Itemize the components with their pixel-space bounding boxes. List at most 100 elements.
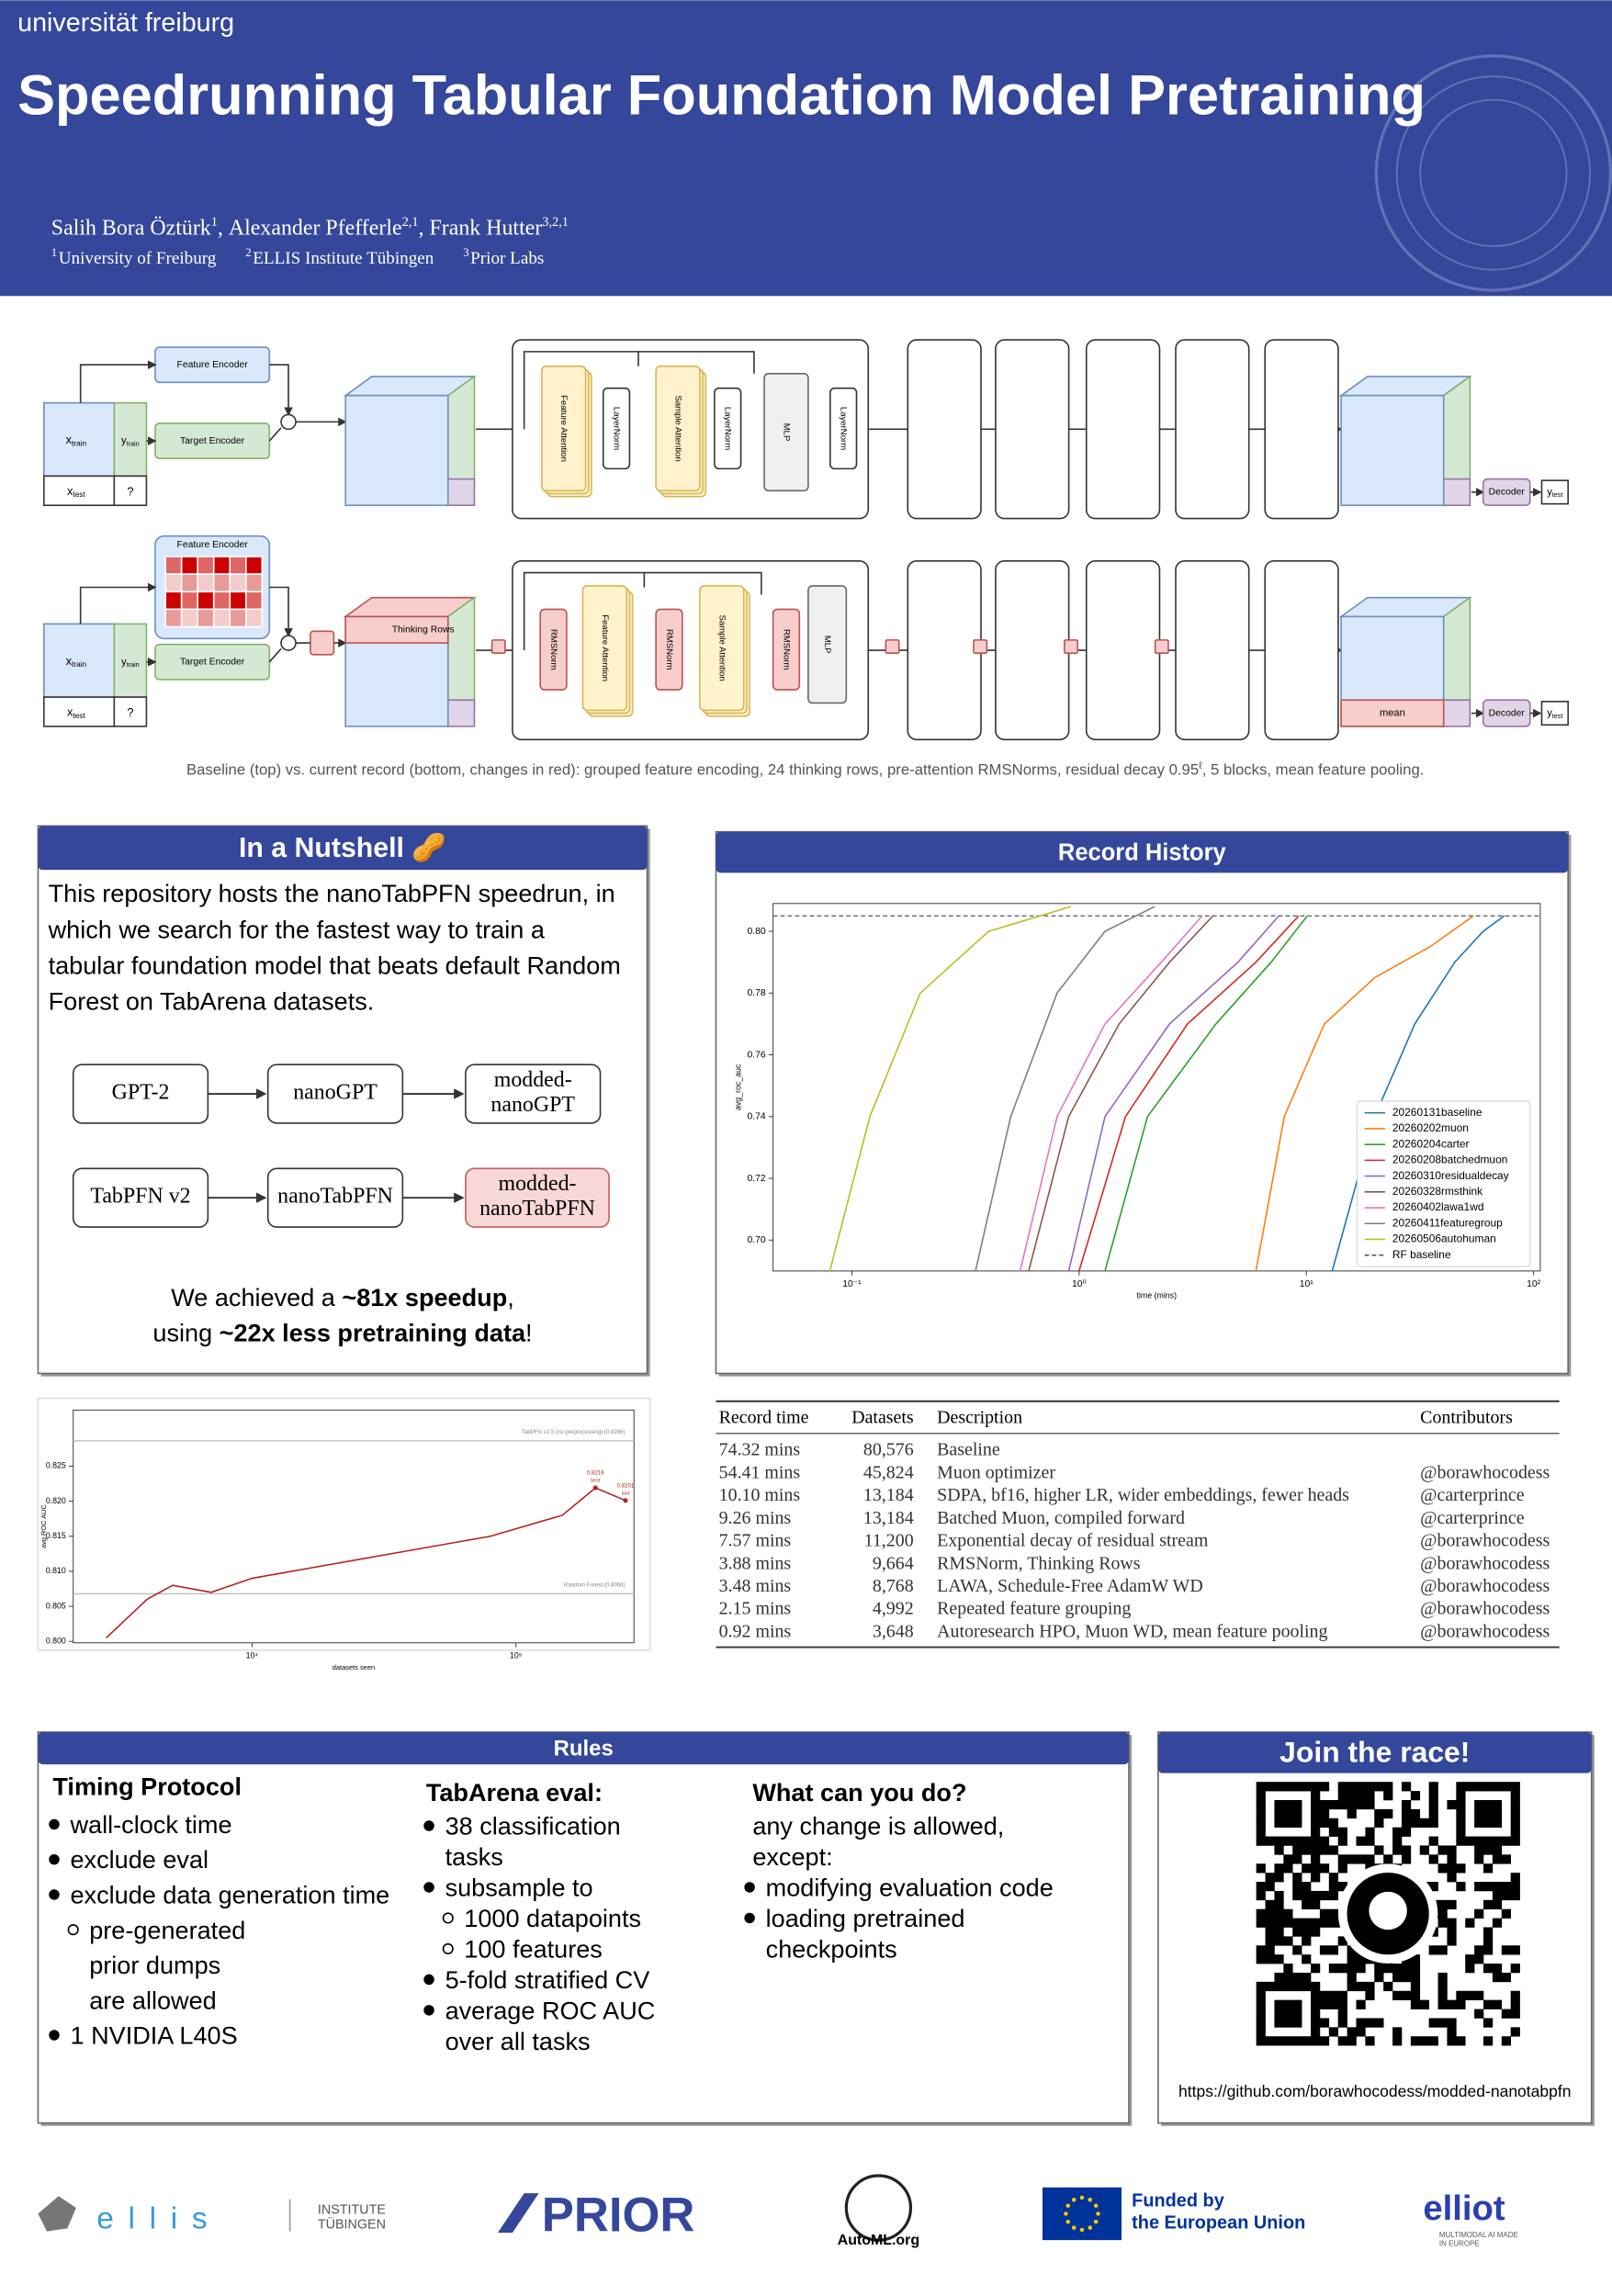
panel-title: Rules [554, 1736, 614, 1761]
table-cell: @borawhocodess [1420, 1531, 1550, 1551]
x-test [43, 696, 116, 727]
legend-label: 20260310residualdecay [1392, 1169, 1509, 1182]
eu-label: the European Union [1132, 2212, 1305, 2233]
qr-module [1292, 1945, 1302, 1955]
subscript: test [73, 490, 85, 499]
label: ? [127, 484, 133, 498]
encoder-cell [197, 608, 215, 628]
module-box [655, 608, 683, 691]
qr-module [1383, 1791, 1393, 1801]
qr-module [1501, 1882, 1512, 1892]
qr-module [1311, 1899, 1321, 1910]
y-test [1540, 479, 1569, 505]
encoder-cell [229, 556, 247, 575]
qr-module [1283, 1981, 1293, 1992]
encoder-cell [164, 591, 183, 611]
residual-decay [885, 639, 900, 655]
qr-module [1328, 1799, 1339, 1810]
table-cell: @carterprince [1420, 1485, 1525, 1505]
transformer-block [1264, 339, 1339, 520]
module-box [602, 387, 631, 470]
label: Thinking Rows [392, 625, 455, 635]
transformer-block [995, 560, 1070, 741]
rules-item: modifying evaluation code [766, 1874, 1054, 1902]
qr-module [1419, 1845, 1429, 1855]
qr-module [1374, 1818, 1384, 1828]
qr-module [1483, 1999, 1494, 2009]
module-box [540, 366, 587, 492]
cube-test-face [1442, 478, 1471, 507]
qr-module [1483, 1927, 1494, 1937]
qr-module [1410, 1954, 1421, 1964]
qr-module [1347, 2027, 1357, 2037]
figure-caption: Baseline (top) vs. current record (botto… [186, 760, 1424, 778]
achievement-part: , [507, 1283, 514, 1311]
qr-module [1347, 1854, 1357, 1864]
eu-star [1071, 2198, 1077, 2202]
table-cell: 54.41 mins [719, 1462, 801, 1482]
qr-module [1311, 1964, 1321, 1974]
eu-flag [1042, 2187, 1122, 2241]
qr-module [1428, 1854, 1438, 1864]
qr-module [1311, 1854, 1321, 1864]
qr-module [1347, 1945, 1357, 1955]
table-cell: 0.92 mins [719, 1621, 792, 1641]
qr-module [1501, 1854, 1512, 1864]
qr-module [1311, 1827, 1321, 1837]
label: Target Encoder [180, 436, 245, 446]
encoder-cell [197, 573, 215, 593]
point-note: last [622, 1491, 630, 1496]
qr-module [1437, 1945, 1448, 1955]
qr-module [1437, 1972, 1448, 1983]
qr-module [1510, 1836, 1520, 1846]
qr-module [1447, 1873, 1457, 1883]
qr-module [1483, 2036, 1494, 2046]
qr-module [1392, 1845, 1403, 1855]
ellis-mark [38, 2196, 76, 2232]
qr-module [1365, 1854, 1375, 1864]
seal-ring [1395, 75, 1592, 271]
qr-module [1374, 1845, 1384, 1855]
module-label: LayerNorm [612, 407, 622, 450]
qr-module [1401, 1990, 1412, 2000]
x-tick-label: 10⁻¹ [842, 1279, 862, 1289]
qr-module [1401, 1972, 1412, 1983]
qr-module [1447, 1927, 1457, 1937]
qr-module [1492, 1899, 1503, 1910]
legend-label: 20260328rmsthink [1392, 1185, 1482, 1198]
qr-module [1383, 1808, 1393, 1819]
qr-module [1283, 1936, 1293, 1946]
qr-module [1328, 1882, 1339, 1892]
qr-module [1501, 2009, 1512, 2019]
qr-module [1456, 1808, 1466, 1819]
qr-module [1265, 1882, 1275, 1892]
encoder-cell [197, 591, 215, 611]
qr-module [1337, 1782, 1347, 1792]
encoder-cell [180, 556, 198, 575]
table-header: Datasets [851, 1408, 914, 1428]
qr-module [1465, 1836, 1475, 1846]
subscript-label: ytrain [121, 435, 140, 447]
module-box [539, 608, 568, 691]
qr-module [1292, 1981, 1302, 1992]
panel [37, 1731, 1130, 2124]
qr-module [1274, 1908, 1284, 1919]
qr-module [1265, 2036, 1275, 2046]
subscript: train [72, 439, 86, 447]
legend-label: 20260411featuregroup [1392, 1216, 1503, 1229]
qr-module [1337, 1836, 1347, 1846]
qr-module [1501, 1782, 1512, 1792]
qr-module [1492, 1836, 1503, 1846]
achievement-part: We achieved a [171, 1283, 342, 1311]
qr-module [1428, 2018, 1438, 2028]
qr-module [1465, 1782, 1475, 1792]
qr-module [1428, 1945, 1438, 1955]
qr-module [1465, 1918, 1475, 1928]
encoder-cell [164, 556, 183, 575]
encoder-cell [244, 591, 264, 611]
qr-module [1447, 1899, 1457, 1910]
symbol: y [121, 435, 127, 446]
qr-module [1510, 1945, 1520, 1955]
qr-module [1274, 1936, 1284, 1946]
